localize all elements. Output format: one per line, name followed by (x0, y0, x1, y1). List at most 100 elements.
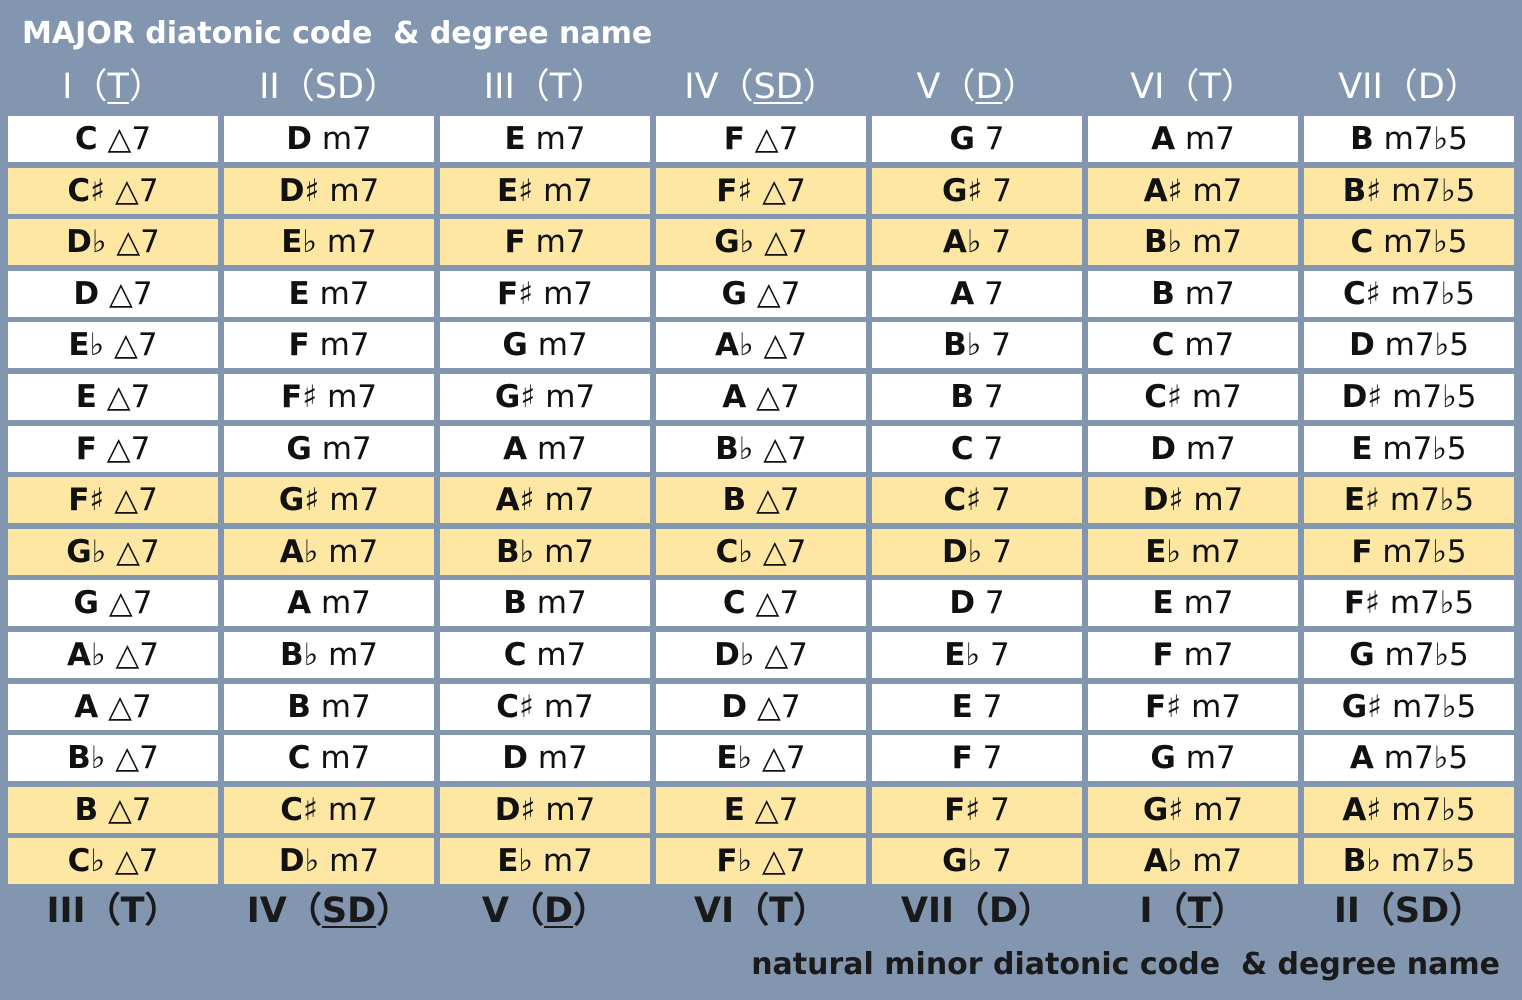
chord-quality: 7 (982, 688, 1003, 725)
chord-cell: G m7 (440, 322, 650, 369)
chord-root: F (75, 430, 97, 467)
chord-root: A (722, 379, 747, 415)
chord-root: G (286, 430, 312, 467)
chord-cell: E♯ m7♭5 (1304, 477, 1514, 524)
chord-quality: m7 (1184, 327, 1235, 364)
chord-cell: B♭ △7 (8, 735, 218, 782)
chord-cell: D m7 (1088, 425, 1298, 472)
chord-root: A♭ (714, 327, 754, 364)
chord-cell: G♯ m7 (224, 477, 434, 524)
chord-quality: m7♭5 (1389, 585, 1475, 622)
minor-degree-5: VII （D） (872, 886, 1082, 936)
chord-root: E (1351, 430, 1373, 467)
chord-quality: m7 (536, 430, 587, 467)
chord-root: B♯ (1342, 172, 1382, 209)
chord-quality: △7 (116, 224, 160, 261)
chord-quality: m7 (320, 740, 371, 777)
chord-root: B (722, 482, 747, 519)
degree-numeral: V (916, 67, 941, 107)
chord-quality: 7 (982, 740, 1003, 777)
chord-root: G (1349, 637, 1375, 673)
chord-cell: F 7 (872, 735, 1082, 782)
degree-numeral: II (259, 67, 280, 107)
major-degree-5: V （D） (872, 62, 1082, 112)
paren-close: ） (144, 891, 180, 931)
paren-open: （ (286, 891, 322, 931)
chord-root: G♭ (66, 533, 107, 570)
chord-root: F♯ (68, 482, 105, 519)
chord-quality: m7 (1192, 172, 1243, 209)
chord-quality: m7♭5 (1382, 430, 1467, 467)
chord-cell: D♯ m7 (1088, 477, 1298, 524)
chord-cell: E m7 (224, 270, 434, 317)
degree-function: SD (1394, 891, 1450, 931)
paren-close: ） (573, 891, 609, 931)
chord-root: D♯ (1341, 379, 1383, 415)
chord-root: A♭ (279, 533, 319, 570)
chord-root: A (503, 430, 528, 467)
chord-cell: B♭ 7 (872, 322, 1082, 369)
degree-function: D (1417, 67, 1445, 107)
chord-root: E (504, 121, 526, 157)
chord-cell: E m7 (1088, 580, 1298, 627)
chord-root: C (74, 121, 98, 157)
chord-root: A♯ (495, 482, 535, 519)
degree-function: SD (321, 891, 377, 931)
chord-quality: m7 (1191, 379, 1242, 415)
chord-cell: E △7 (8, 374, 218, 420)
chord-cell: D♯ m7♭5 (1304, 374, 1514, 420)
chord-cell: A♯ m7 (440, 477, 650, 524)
degree-numeral: III (46, 891, 86, 931)
paren-open: （ (940, 67, 976, 107)
chord-root: D (1349, 327, 1375, 364)
paren-open: （ (734, 891, 770, 931)
chord-cell: F m7♭5 (1304, 528, 1514, 575)
chord-root: C♭ (715, 533, 753, 570)
chord-root: E♭ (281, 224, 318, 261)
chord-root: B♭ (1143, 224, 1183, 261)
chord-cell: F♯ △7 (656, 167, 866, 214)
chord-cell: A m7♭5 (1304, 735, 1514, 782)
chord-quality: △7 (756, 275, 801, 312)
chord-cell: F m7 (1088, 632, 1298, 678)
degree-numeral: I (1139, 891, 1153, 931)
chord-root: F♯ (281, 379, 318, 415)
minor-degree-footer: III （T） IV （SD） V （D） VI （T） VII （D） I （T） II （SD） (0, 886, 1522, 936)
paren-close: ） (802, 67, 838, 107)
chord-cell: G♭ 7 (872, 838, 1082, 885)
chord-cell: D♯ m7 (224, 167, 434, 214)
chord-cell: D △7 (656, 683, 866, 730)
chord-quality: 7 (990, 482, 1011, 519)
chord-quality: 7 (989, 637, 1010, 673)
chord-quality: m7 (1192, 224, 1243, 261)
chord-root: B (950, 379, 975, 415)
chord-cell: B m7 (1088, 270, 1298, 317)
chord-quality: m7♭5 (1382, 533, 1467, 570)
chord-root: E♯ (1343, 482, 1381, 519)
chord-cell: E♭ △7 (656, 735, 866, 782)
chord-root: F (1152, 637, 1174, 673)
chord-quality: △7 (114, 482, 158, 519)
chord-cell: D 7 (872, 580, 1082, 627)
chord-quality: 7 (983, 430, 1004, 467)
chord-quality: 7 (990, 791, 1010, 828)
chord-quality: △7 (114, 843, 159, 880)
chord-cell: E m7 (440, 116, 650, 162)
chord-cell: B♭ m7 (1088, 219, 1298, 266)
chord-quality: △7 (108, 688, 152, 725)
chord-quality: 7 (991, 327, 1011, 364)
chord-quality: △7 (757, 688, 801, 725)
chord-cell: E♯ m7 (440, 167, 650, 214)
major-degree-2: II （SD） (224, 62, 434, 112)
chord-root: F (504, 224, 526, 261)
chord-quality: m7 (1185, 430, 1236, 467)
chord-cell: B △7 (8, 786, 218, 833)
chord-root: D♯ (494, 791, 536, 828)
chord-cell: E 7 (872, 683, 1082, 730)
chord-cell: A △7 (8, 683, 218, 730)
degree-function: T (1199, 67, 1221, 107)
chord-root: G♭ (714, 224, 755, 261)
chord-cell: D m7 (224, 116, 434, 162)
chord-quality: △7 (762, 172, 806, 209)
chord-root: C (722, 585, 746, 622)
